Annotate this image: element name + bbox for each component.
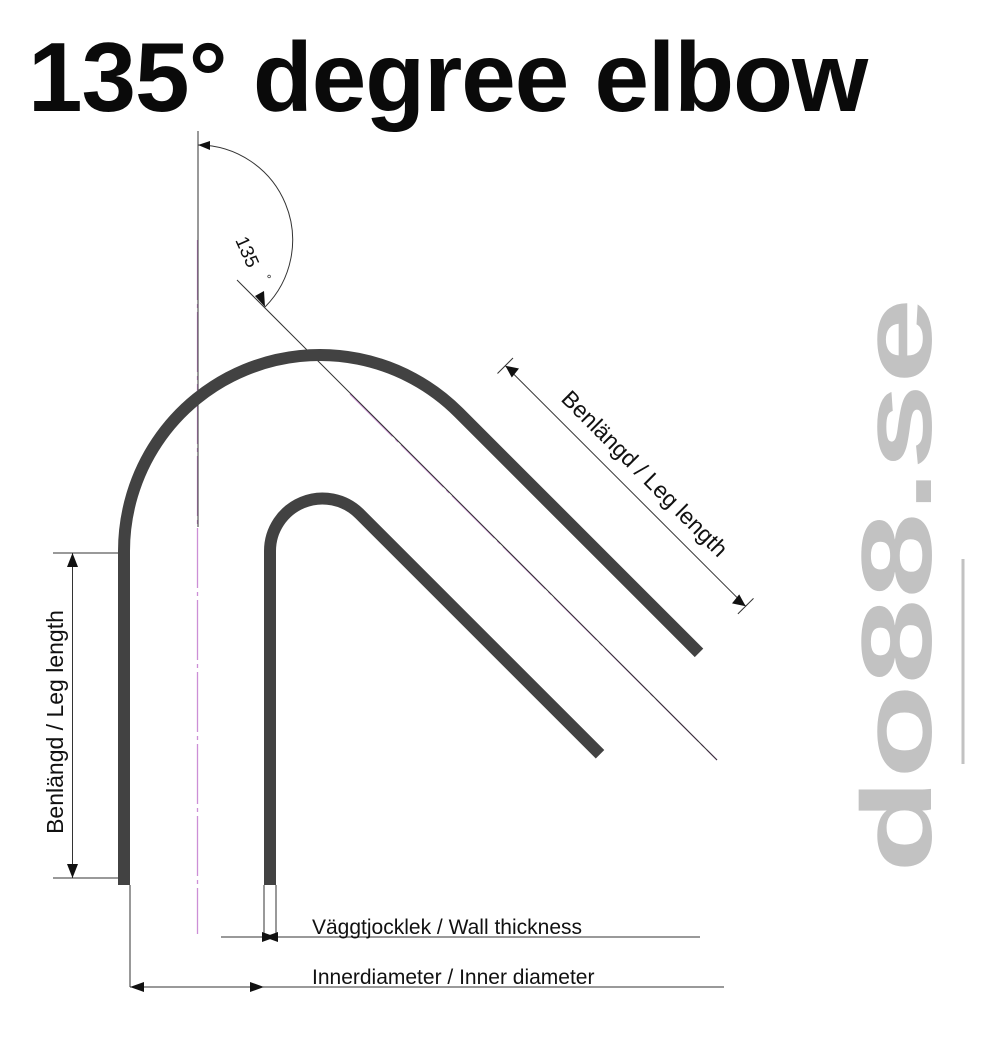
svg-text:135: 135 <box>230 233 262 271</box>
svg-text:°: ° <box>259 273 274 283</box>
svg-text:Benlängd / Leg length: Benlängd / Leg length <box>42 610 68 834</box>
svg-text:Väggtjocklek / Wall thickness: Väggtjocklek / Wall thickness <box>312 916 582 939</box>
svg-text:Innerdiameter / Inner diameter: Innerdiameter / Inner diameter <box>312 966 594 989</box>
svg-text:do88.se: do88.se <box>840 298 952 873</box>
